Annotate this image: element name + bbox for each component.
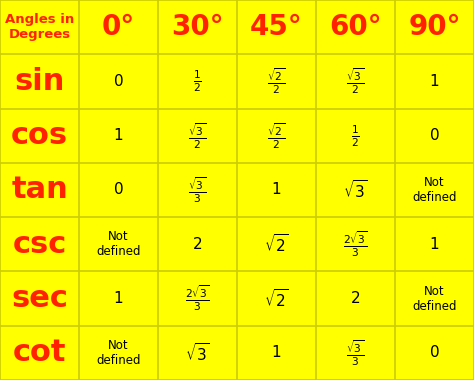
Text: 0: 0 — [430, 345, 439, 360]
Text: $\frac{\sqrt{3}}{3}$: $\frac{\sqrt{3}}{3}$ — [346, 338, 365, 368]
Text: cos: cos — [11, 121, 68, 150]
Text: $\frac{2\sqrt{3}}{3}$: $\frac{2\sqrt{3}}{3}$ — [185, 284, 210, 314]
Text: cot: cot — [13, 338, 66, 367]
Text: Not
defined: Not defined — [96, 230, 141, 258]
Text: 0: 0 — [430, 128, 439, 143]
Text: sec: sec — [11, 284, 68, 313]
Text: $\frac{\sqrt{3}}{2}$: $\frac{\sqrt{3}}{2}$ — [346, 66, 365, 96]
Text: 60°: 60° — [329, 13, 382, 41]
Text: 1: 1 — [114, 291, 123, 306]
Text: 90°: 90° — [408, 13, 461, 41]
Text: 1: 1 — [430, 74, 439, 89]
Text: $\frac{2\sqrt{3}}{3}$: $\frac{2\sqrt{3}}{3}$ — [343, 230, 368, 259]
Text: Not
defined: Not defined — [96, 339, 141, 367]
Text: csc: csc — [12, 230, 67, 259]
Text: $\sqrt{2}$: $\sqrt{2}$ — [264, 233, 289, 255]
Text: 0°: 0° — [102, 13, 135, 41]
Text: $\frac{\sqrt{3}}{3}$: $\frac{\sqrt{3}}{3}$ — [189, 175, 207, 205]
Text: 0: 0 — [114, 182, 123, 198]
Text: $\frac{1}{2}$: $\frac{1}{2}$ — [193, 69, 202, 94]
Text: Not
defined: Not defined — [412, 285, 457, 313]
Text: 1: 1 — [272, 345, 281, 360]
Text: 45°: 45° — [250, 13, 303, 41]
Text: $\sqrt{3}$: $\sqrt{3}$ — [343, 179, 368, 201]
Text: sin: sin — [14, 67, 64, 96]
Text: 2: 2 — [351, 291, 360, 306]
Text: 1: 1 — [114, 128, 123, 143]
Text: 1: 1 — [430, 237, 439, 252]
Text: $\frac{\sqrt{2}}{2}$: $\frac{\sqrt{2}}{2}$ — [267, 66, 285, 96]
Text: 0: 0 — [114, 74, 123, 89]
Text: 1: 1 — [272, 182, 281, 198]
Text: $\frac{\sqrt{3}}{2}$: $\frac{\sqrt{3}}{2}$ — [189, 121, 207, 150]
Text: $\frac{\sqrt{2}}{2}$: $\frac{\sqrt{2}}{2}$ — [267, 121, 285, 150]
Text: Not
defined: Not defined — [412, 176, 457, 204]
Text: 30°: 30° — [171, 13, 224, 41]
Text: Angles in
Degrees: Angles in Degrees — [5, 13, 74, 41]
Text: $\sqrt{3}$: $\sqrt{3}$ — [185, 342, 210, 364]
Text: 2: 2 — [193, 237, 202, 252]
Text: $\sqrt{2}$: $\sqrt{2}$ — [264, 288, 289, 310]
Text: $\frac{1}{2}$: $\frac{1}{2}$ — [351, 123, 360, 149]
Text: tan: tan — [11, 176, 68, 204]
